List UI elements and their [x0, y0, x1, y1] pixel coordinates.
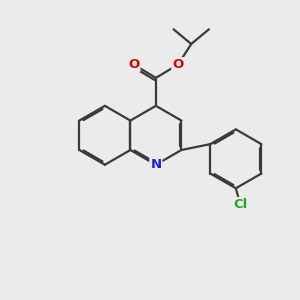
Text: O: O: [172, 58, 184, 71]
Text: N: N: [150, 158, 161, 171]
Text: Cl: Cl: [233, 198, 247, 211]
Text: O: O: [128, 58, 140, 71]
